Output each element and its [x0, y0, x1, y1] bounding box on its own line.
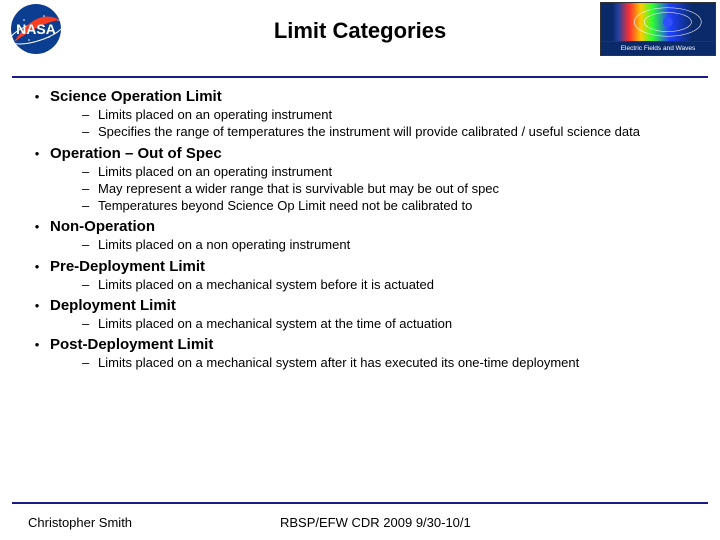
svg-text:NASA: NASA	[16, 21, 56, 37]
bullet-icon: •	[24, 337, 50, 352]
section-title: Post-Deployment Limit	[50, 336, 213, 353]
sub-item: –Limits placed on a mechanical system be…	[82, 277, 696, 293]
dash-icon: –	[82, 124, 98, 139]
dash-icon: –	[82, 277, 98, 292]
section: •Operation – Out of Spec–Limits placed o…	[24, 145, 696, 215]
section: •Post-Deployment Limit –Limits placed on …	[24, 336, 696, 371]
logo-caption: Electric Fields and Waves	[600, 42, 716, 56]
sub-item: –Temperatures beyond Science Op Limit ne…	[82, 198, 696, 214]
sub-text: Limits placed on an operating instrument	[98, 107, 332, 123]
sub-item: –Limits placed on a mechanical system af…	[82, 355, 696, 371]
sub-list: –Limits placed on a mechanical system at…	[24, 316, 696, 332]
sub-text: Limits placed on an operating instrument	[98, 164, 332, 180]
dash-icon: –	[82, 355, 98, 370]
sub-text: Limits placed on a mechanical system aft…	[98, 355, 579, 371]
sub-text: Limits placed on a non operating instrum…	[98, 237, 350, 253]
nasa-logo: NASA	[4, 2, 68, 56]
slide-header: NASA RBSP-EFW Electric Fields and Waves …	[0, 0, 720, 72]
dash-icon: –	[82, 181, 98, 196]
section-title: Non-Operation	[50, 218, 155, 235]
section-head: •Science Operation Limit	[24, 88, 696, 105]
section-head: •Non-Operation	[24, 218, 696, 235]
bullet-icon: •	[24, 219, 50, 234]
section: •Pre-Deployment Limit –Limits placed on a…	[24, 258, 696, 293]
sub-text: Limits placed on a mechanical system at …	[98, 316, 452, 332]
section-head: •Post-Deployment Limit	[24, 336, 696, 353]
dash-icon: –	[82, 107, 98, 122]
sub-text: Temperatures beyond Science Op Limit nee…	[98, 198, 472, 214]
bullet-icon: •	[24, 298, 50, 313]
section-title: Operation – Out of Spec	[50, 145, 222, 162]
sub-text: May represent a wider range that is surv…	[98, 181, 499, 197]
sub-text: Specifies the range of temperatures the …	[98, 124, 640, 140]
sub-list: –Limits placed on an operating instrumen…	[24, 164, 696, 215]
section-head: •Pre-Deployment Limit	[24, 258, 696, 275]
section-title: Pre-Deployment Limit	[50, 258, 205, 275]
footer-event: RBSP/EFW CDR 2009 9/30-10/1	[280, 515, 720, 530]
footer-rule	[12, 502, 708, 504]
sub-list: –Limits placed on a non operating instru…	[24, 237, 696, 253]
sub-list: –Limits placed on an operating instrumen…	[24, 107, 696, 141]
section: •Science Operation Limit –Limits placed o…	[24, 88, 696, 141]
sub-item: –Limits placed on a non operating instru…	[82, 237, 696, 253]
slide-content: •Science Operation Limit–Limits placed o…	[0, 78, 720, 371]
section-title: Deployment Limit	[50, 297, 176, 314]
sub-list: –Limits placed on a mechanical system be…	[24, 277, 696, 293]
sub-item: –May represent a wider range that is sur…	[82, 181, 696, 197]
section-head: •Deployment Limit	[24, 297, 696, 314]
dash-icon: –	[82, 198, 98, 213]
bullet-icon: •	[24, 89, 50, 104]
sub-item: –Limits placed on a mechanical system at…	[82, 316, 696, 332]
section-head: •Operation – Out of Spec	[24, 145, 696, 162]
bullet-icon: •	[24, 146, 50, 161]
sub-item: –Limits placed on an operating instrumen…	[82, 164, 696, 180]
footer-author: Christopher Smith	[0, 515, 280, 530]
sub-list: –Limits placed on a mechanical system af…	[24, 355, 696, 371]
dash-icon: –	[82, 237, 98, 252]
bullet-icon: •	[24, 259, 50, 274]
section: •Non-Operation –Limits placed on a non op…	[24, 218, 696, 253]
dash-icon: –	[82, 316, 98, 331]
sub-item: –Specifies the range of temperatures the…	[82, 124, 696, 140]
sub-text: Limits placed on a mechanical system bef…	[98, 277, 434, 293]
dash-icon: –	[82, 164, 98, 179]
slide-footer: Christopher Smith RBSP/EFW CDR 2009 9/30…	[0, 515, 720, 530]
rbsp-efw-logo: RBSP-EFW Electric Fields and Waves	[600, 2, 716, 56]
sub-item: –Limits placed on an operating instrumen…	[82, 107, 696, 123]
section-title: Science Operation Limit	[50, 88, 222, 105]
section: •Deployment Limit –Limits placed on a mec…	[24, 297, 696, 332]
